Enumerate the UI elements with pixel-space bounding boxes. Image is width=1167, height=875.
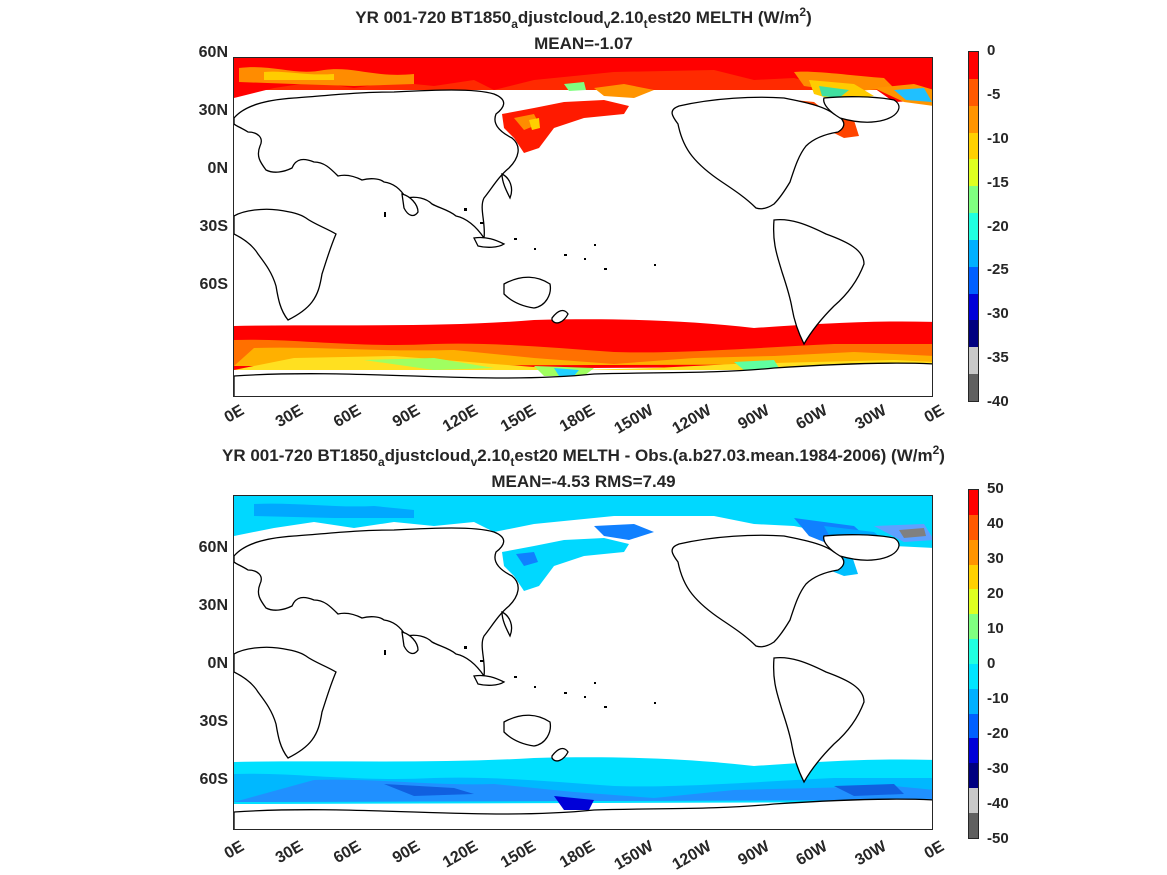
p1-lon-label: 90W — [735, 402, 773, 434]
p1-colorbar-tick: -5 — [987, 85, 1001, 103]
colorbar-1 — [968, 51, 979, 402]
antarctic-melt-field — [234, 319, 932, 376]
p2-colorbar-swatch — [969, 663, 978, 689]
map-1-svg — [234, 58, 932, 396]
p1-colorbar-tick: -20 — [987, 217, 1009, 235]
p1-colorbar-swatch — [969, 347, 978, 375]
p2-colorbar-tick: -10 — [987, 690, 1009, 707]
antarctic-diff-field — [234, 757, 932, 810]
p2-lon-label: 120E — [439, 838, 481, 872]
p2-colorbar-tick: 20 — [987, 585, 1004, 602]
p2-lat-label-30n: 30N — [198, 597, 228, 614]
p2-colorbar-swatch — [969, 490, 978, 515]
p2-colorbar-swatch — [969, 812, 978, 838]
p2-lon-label: 0E — [222, 838, 248, 863]
panel1-mean: MEAN=-1.07 — [534, 34, 633, 53]
p2-lon-label: 60E — [331, 838, 365, 867]
p2-lon-label: 60W — [793, 838, 831, 870]
p2-colorbar-tick: 10 — [987, 620, 1004, 637]
p1-lon-label: 120W — [669, 402, 715, 438]
map-panel-2 — [233, 495, 933, 830]
p1-colorbar-swatch — [969, 105, 978, 133]
island-specks — [384, 208, 656, 270]
p1-colorbar-tick: -25 — [987, 261, 1009, 279]
p1-colorbar-swatch — [969, 159, 978, 187]
p2-colorbar-tick: -50 — [987, 830, 1009, 847]
p1-colorbar-swatch — [969, 52, 978, 79]
p1-lon-label: 0E — [922, 402, 948, 427]
p2-colorbar-tick: 40 — [987, 515, 1004, 532]
island-specks-2 — [384, 646, 656, 708]
p1-colorbar-tick: -35 — [987, 349, 1009, 367]
p2-lon-label: 150E — [498, 838, 540, 872]
p2-lon-label: 150W — [611, 838, 656, 874]
p1-lon-label: 150W — [611, 402, 656, 438]
p2-colorbar-tick: 50 — [987, 480, 1004, 497]
p1-colorbar-swatch — [969, 78, 978, 106]
p2-colorbar-tick: 30 — [987, 550, 1004, 567]
p2-colorbar-swatch — [969, 514, 978, 540]
p1-lon-label: 150E — [498, 402, 540, 436]
p2-lon-label: 30E — [272, 838, 306, 867]
p1-colorbar-swatch — [969, 266, 978, 294]
p2-lon-label: 90W — [735, 838, 773, 870]
p2-colorbar-swatch — [969, 614, 978, 640]
p1-lon-label: 30W — [852, 402, 890, 434]
panel2-title: YR 001-720 BT1850adjustcloudv2.10test20 … — [222, 443, 945, 469]
p1-lon-label: 180E — [556, 402, 598, 436]
p1-colorbar-swatch — [969, 186, 978, 214]
coastlines-2 — [234, 527, 932, 829]
p2-colorbar-tick: -20 — [987, 725, 1009, 742]
p1-colorbar-tick: -30 — [987, 305, 1009, 323]
p1-colorbar-swatch — [969, 374, 978, 401]
p1-colorbar-tick: -15 — [987, 173, 1009, 191]
p2-colorbar-tick: -30 — [987, 760, 1009, 777]
p1-lat-label-30n: 30N — [198, 102, 228, 119]
p2-colorbar-swatch — [969, 763, 978, 789]
p1-lon-label: 0E — [222, 402, 248, 427]
p2-lat-label-30s: 30S — [199, 713, 228, 730]
p2-colorbar-swatch — [969, 713, 978, 739]
p2-lat-label-0n: 0N — [207, 655, 228, 672]
p2-colorbar-swatch — [969, 688, 978, 714]
p2-lon-label: 120W — [669, 838, 715, 874]
p1-lon-label: 60W — [793, 402, 831, 434]
p2-colorbar-swatch — [969, 589, 978, 615]
p2-lon-label: 180E — [556, 838, 598, 872]
p1-lat-label-30s: 30S — [199, 218, 228, 235]
p1-lon-label: 30E — [272, 402, 306, 431]
map-2-svg — [234, 496, 932, 829]
p1-colorbar-swatch — [969, 239, 978, 267]
p1-lon-label: 90E — [389, 402, 423, 431]
p1-colorbar-swatch — [969, 320, 978, 348]
p2-colorbar-swatch — [969, 788, 978, 813]
map-panel-1 — [233, 57, 933, 397]
p1-colorbar-tick: -10 — [987, 129, 1009, 147]
p1-colorbar-tick: -40 — [987, 393, 1009, 410]
p2-lon-label: 90E — [389, 838, 423, 867]
p1-colorbar-swatch — [969, 293, 978, 321]
p1-lon-label: 60E — [331, 402, 365, 431]
p1-lon-label: 120E — [439, 402, 481, 436]
p2-colorbar-tick: -40 — [987, 795, 1009, 812]
p1-colorbar-swatch — [969, 213, 978, 240]
p1-lat-label-60s: 60S — [199, 276, 228, 293]
p1-lat-label-0n: 0N — [207, 160, 228, 177]
p2-lat-label-60n: 60N — [198, 539, 228, 556]
p2-lat-label-60s: 60S — [199, 771, 228, 788]
p2-colorbar-swatch — [969, 564, 978, 590]
panel2-mean-rms: MEAN=-4.53 RMS=7.49 — [491, 472, 676, 491]
p1-colorbar-swatch — [969, 132, 978, 160]
colorbar-2 — [968, 489, 979, 839]
p1-lat-label-60n: 60N — [198, 44, 228, 61]
p2-colorbar-swatch — [969, 539, 978, 565]
coastlines — [234, 89, 932, 396]
p2-lon-label: 0E — [922, 838, 948, 863]
p1-colorbar-tick: 0 — [987, 42, 996, 59]
p2-colorbar-swatch — [969, 639, 978, 664]
p2-lon-label: 30W — [852, 838, 890, 870]
panel1-title: YR 001-720 BT1850adjustcloudv2.10test20 … — [355, 5, 812, 31]
p2-colorbar-tick: 0 — [987, 655, 996, 672]
p2-colorbar-swatch — [969, 738, 978, 764]
